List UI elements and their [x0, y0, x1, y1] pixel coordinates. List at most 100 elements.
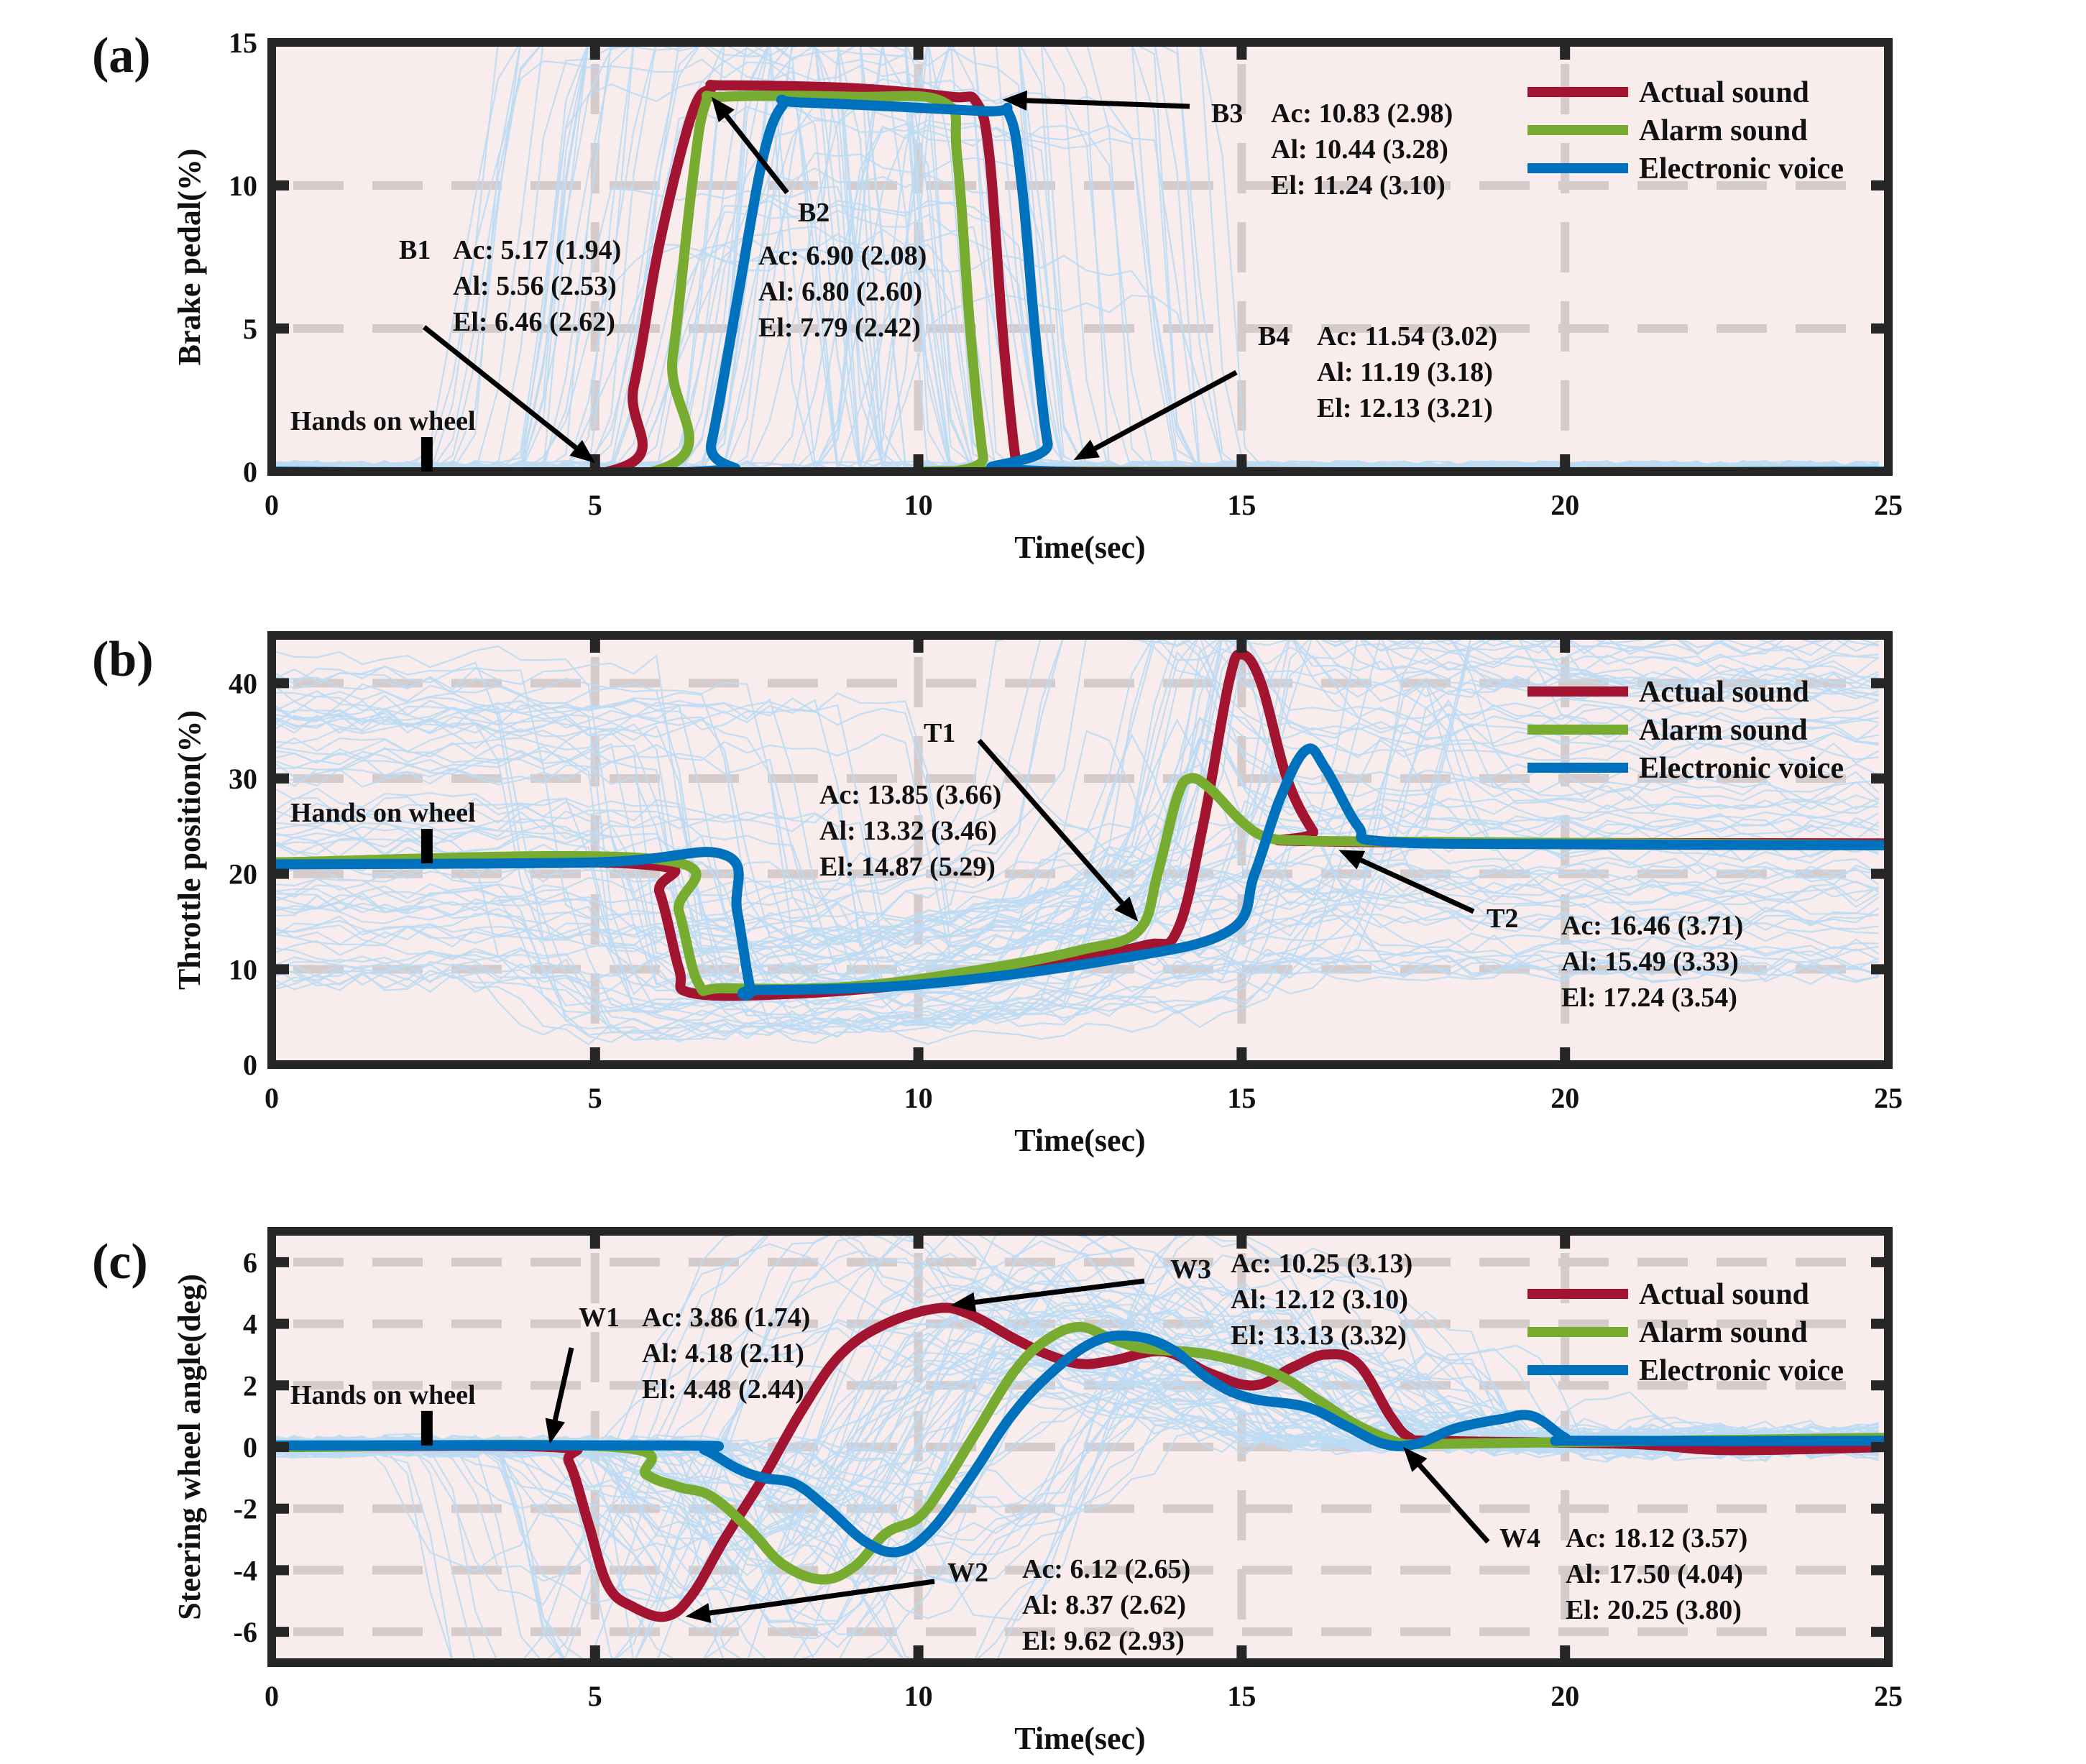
- legend: Actual sound Alarm sound Electronic voice: [1527, 676, 1844, 785]
- trace-line: [272, 635, 1880, 959]
- legend-label-actual: Actual sound: [1639, 676, 1809, 709]
- trace-line: [272, 845, 1880, 1022]
- plot-background: [272, 42, 1888, 472]
- x-tick-label: 10: [904, 489, 933, 521]
- y-tick-label: 6: [243, 1246, 257, 1279]
- annotation-value: Al: 10.44 (3.28): [1271, 134, 1448, 165]
- trace-line: [272, 42, 1879, 472]
- trace-line: [272, 635, 1879, 937]
- panel-b: 0 5 10 15 20 25 0 10 20 30 40 Time(sec) Throttle pos…: [92, 631, 1903, 1158]
- trace-line: [272, 635, 1879, 953]
- y-tick-label: 10: [229, 170, 257, 202]
- annotation-id: W2: [947, 1558, 988, 1588]
- hands-on-wheel-marker: [421, 1410, 433, 1446]
- annotation-id: T1: [924, 718, 955, 748]
- trace-line: [272, 864, 1880, 1035]
- trace-line: [272, 1352, 1879, 1537]
- hands-on-wheel-label: Hands on wheel: [290, 406, 476, 436]
- annotation-value: Al: 17.50 (4.04): [1566, 1559, 1743, 1589]
- x-tick-label: 0: [265, 1680, 279, 1712]
- series-electronic: [272, 1331, 1888, 1558]
- arrow-line: [1026, 98, 1190, 109]
- y-axis-label: Steering wheel angle(deg): [172, 1274, 207, 1620]
- y-axis-label: Throttle position(%): [172, 710, 207, 990]
- trace-line: [272, 635, 1879, 942]
- annotation-id: W1: [579, 1303, 620, 1333]
- trace-line: [272, 651, 1879, 960]
- panel-label: (b): [92, 632, 154, 687]
- x-tick-label: 20: [1550, 489, 1579, 521]
- axes-frame: [267, 631, 1893, 1069]
- trace-line: [272, 654, 1879, 961]
- annotation-id: W4: [1499, 1523, 1540, 1553]
- trace-line: [272, 906, 1879, 1045]
- x-tick-label: 10: [904, 1082, 933, 1114]
- annotation-value: El: 14.87 (5.29): [819, 852, 996, 882]
- trace-line: [272, 828, 1879, 1031]
- hands-on-wheel-label: Hands on wheel: [290, 798, 476, 828]
- annotation-id: B3: [1211, 98, 1243, 129]
- arrowhead-icon: [569, 439, 595, 464]
- x-tick-label: 25: [1874, 489, 1903, 521]
- annotation-id: W3: [1170, 1254, 1211, 1285]
- trace-line: [272, 845, 1880, 1009]
- x-tick-label: 15: [1227, 1680, 1256, 1712]
- annotation-w4: W4 Ac: 18.12 (3.57) Al: 17.50 (4.04) El: 20…: [1403, 1447, 1747, 1625]
- trace-line: [272, 635, 1879, 939]
- trace-line: [272, 635, 1879, 995]
- y-tick-label: -2: [234, 1493, 257, 1525]
- legend-label-alarm: Alarm sound: [1639, 114, 1808, 147]
- annotation-value: Ac: 3.86 (1.74): [642, 1303, 810, 1333]
- y-tick-label: 10: [229, 953, 257, 986]
- annotation-value: El: 12.13 (3.21): [1317, 393, 1493, 423]
- x-tick-label: 0: [265, 489, 279, 521]
- annotation-value: Al: 15.49 (3.33): [1561, 947, 1739, 977]
- legend: Actual sound Alarm sound Electronic voice: [1527, 76, 1844, 185]
- y-tick-label: 40: [229, 667, 257, 699]
- y-tick-label: -6: [234, 1616, 257, 1648]
- annotation-value: El: 17.24 (3.54): [1561, 983, 1737, 1013]
- annotation-value: El: 20.25 (3.80): [1566, 1595, 1742, 1625]
- legend-label-electronic: Electronic voice: [1639, 1354, 1844, 1387]
- legend-label-actual: Actual sound: [1639, 76, 1809, 109]
- trace-line: [272, 635, 1879, 961]
- annotation-t1: T1 Ac: 13.85 (3.66) Al: 13.32 (3.46) El: 14…: [819, 718, 1139, 922]
- annotation-value: El: 7.79 (2.42): [758, 313, 921, 343]
- arrow-line: [552, 1347, 574, 1421]
- annotation-value: Al: 13.32 (3.46): [819, 816, 997, 846]
- panel-label: (c): [92, 1234, 148, 1290]
- annotation-value: Ac: 10.25 (3.13): [1231, 1249, 1412, 1279]
- arrow-line: [1093, 369, 1238, 451]
- series-alarm: [272, 91, 1888, 472]
- annotation-value: Ac: 10.83 (2.98): [1271, 98, 1453, 129]
- arrow-line: [422, 325, 578, 450]
- y-tick-label: 0: [243, 456, 257, 488]
- annotation-value: Al: 6.80 (2.60): [758, 277, 922, 307]
- arrow-line: [1418, 1464, 1490, 1544]
- y-tick-label: 0: [243, 1049, 257, 1081]
- x-tick-label: 10: [904, 1680, 933, 1712]
- x-tick-label: 25: [1874, 1082, 1903, 1114]
- annotation-value: Ac: 6.12 (2.65): [1022, 1554, 1190, 1584]
- annotation-b2: B2 Ac: 6.90 (2.08) Al: 6.80 (2.60) El: 7.79…: [711, 96, 927, 343]
- legend: Actual sound Alarm sound Electronic voice: [1527, 1278, 1844, 1387]
- trace-line: [272, 635, 1879, 919]
- arrowhead-icon: [711, 96, 735, 122]
- trace-line: [272, 941, 1879, 1037]
- y-tick-label: 0: [243, 1431, 257, 1464]
- trace-line: [272, 858, 1880, 1016]
- annotation-id: B4: [1258, 321, 1290, 352]
- x-tick-label: 25: [1874, 1680, 1903, 1712]
- panel-label: (a): [92, 28, 151, 83]
- annotation-b4: B4 Ac: 11.54 (3.02) Al: 11.19 (3.18) El: 12…: [1073, 321, 1497, 461]
- y-tick-label: 4: [243, 1308, 257, 1341]
- trace-line: [272, 1231, 1879, 1663]
- annotation-w3: W3 Ac: 10.25 (3.13) Al: 12.12 (3.10) El: 13…: [950, 1249, 1412, 1351]
- trace-line: [272, 732, 1879, 1014]
- arrow-line: [977, 738, 1124, 905]
- trace-line: [272, 635, 1880, 952]
- trace-line: [272, 822, 1880, 1009]
- y-axis-label: Brake pedal(%): [172, 149, 207, 366]
- hands-on-wheel-marker: [421, 437, 433, 472]
